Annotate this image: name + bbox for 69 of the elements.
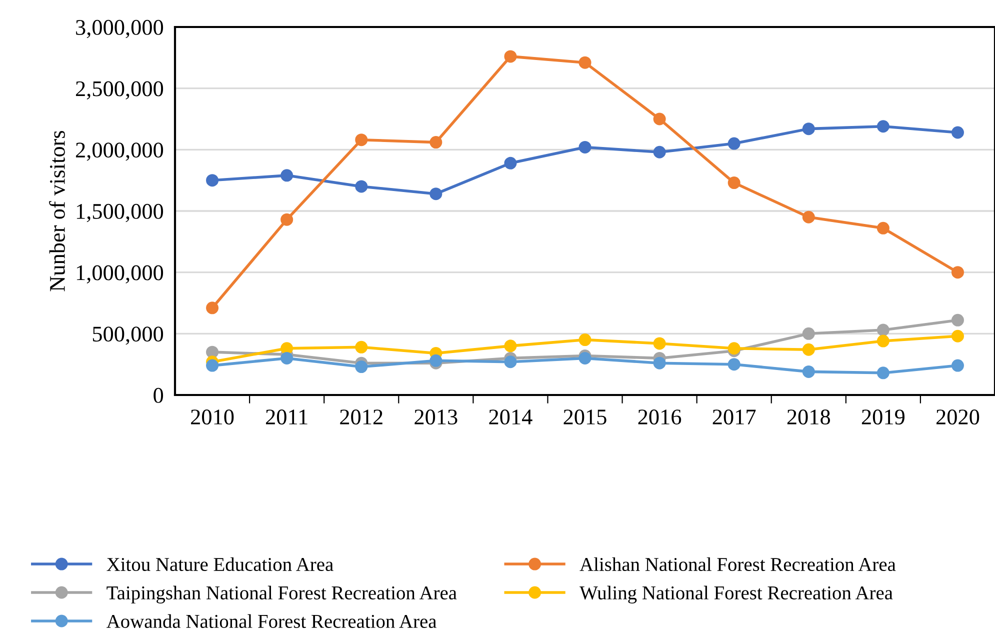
point <box>951 314 964 326</box>
point <box>280 213 294 226</box>
y-tick-label: 0 <box>154 388 164 403</box>
x-tick-label: 2016 <box>638 410 682 425</box>
x-tick-label: 2013 <box>414 410 458 425</box>
point <box>504 156 517 170</box>
point <box>653 356 666 370</box>
point <box>578 334 592 346</box>
point <box>951 126 964 139</box>
point <box>728 342 740 355</box>
point <box>802 327 815 340</box>
point <box>206 359 219 372</box>
point <box>951 359 964 372</box>
x-tick-label: 2019 <box>862 410 904 425</box>
legend-label: Alishan National Forest Recreation Area <box>580 557 896 572</box>
x-tick-label: 2014 <box>489 410 532 425</box>
point <box>280 352 294 364</box>
x-tick-label: 2011 <box>266 410 308 425</box>
y-tick-label: 2,000,000 <box>76 142 164 161</box>
x-tick-label: 2017 <box>712 410 756 425</box>
y-tick-label: 500,000 <box>92 326 164 345</box>
legend-label: Wuling National Forest Recreation Area <box>580 586 893 604</box>
point <box>355 340 368 354</box>
point <box>951 266 964 279</box>
point <box>578 56 592 69</box>
point <box>578 352 592 364</box>
point <box>653 337 666 350</box>
x-tick-label: 2020 <box>936 410 980 425</box>
point <box>653 146 666 158</box>
y-tick-label: 1,500,000 <box>76 204 164 222</box>
point <box>951 330 964 342</box>
point <box>876 222 890 234</box>
point <box>430 136 442 149</box>
x-tick-label: 2018 <box>787 410 830 425</box>
point <box>728 137 740 150</box>
y-axis-title: Nunber of visitors <box>49 130 65 292</box>
point <box>504 340 517 352</box>
point <box>876 366 890 380</box>
point <box>578 140 592 154</box>
point <box>802 210 815 224</box>
point <box>430 188 442 200</box>
point <box>430 354 442 367</box>
point <box>355 134 368 146</box>
point <box>355 180 368 193</box>
point <box>280 169 294 182</box>
point <box>876 334 890 348</box>
y-tick-label: 3,000,000 <box>76 20 164 38</box>
point <box>355 360 368 374</box>
x-tick-label: 2012 <box>340 410 382 425</box>
y-tick-label: 1,000,000 <box>76 265 164 284</box>
point <box>802 365 815 378</box>
legend-label: Aowanda National Forest Recreation Area <box>106 614 436 628</box>
point <box>802 122 815 136</box>
legend-label: Xitou Nature Education Area <box>106 557 334 572</box>
point <box>280 342 294 355</box>
point <box>728 358 740 371</box>
point <box>504 356 517 368</box>
x-tick-label: 2010 <box>191 410 234 425</box>
point <box>876 324 890 336</box>
point <box>876 120 890 133</box>
legend-label: Taipingshan National Forest Recreation Area <box>106 586 457 604</box>
point <box>728 176 740 190</box>
point <box>206 174 219 187</box>
point <box>206 302 219 314</box>
point <box>802 343 815 356</box>
x-tick-label: 2015 <box>564 410 606 425</box>
point <box>504 50 517 63</box>
y-tick-label: 2,500,000 <box>76 81 164 100</box>
point <box>653 112 666 126</box>
